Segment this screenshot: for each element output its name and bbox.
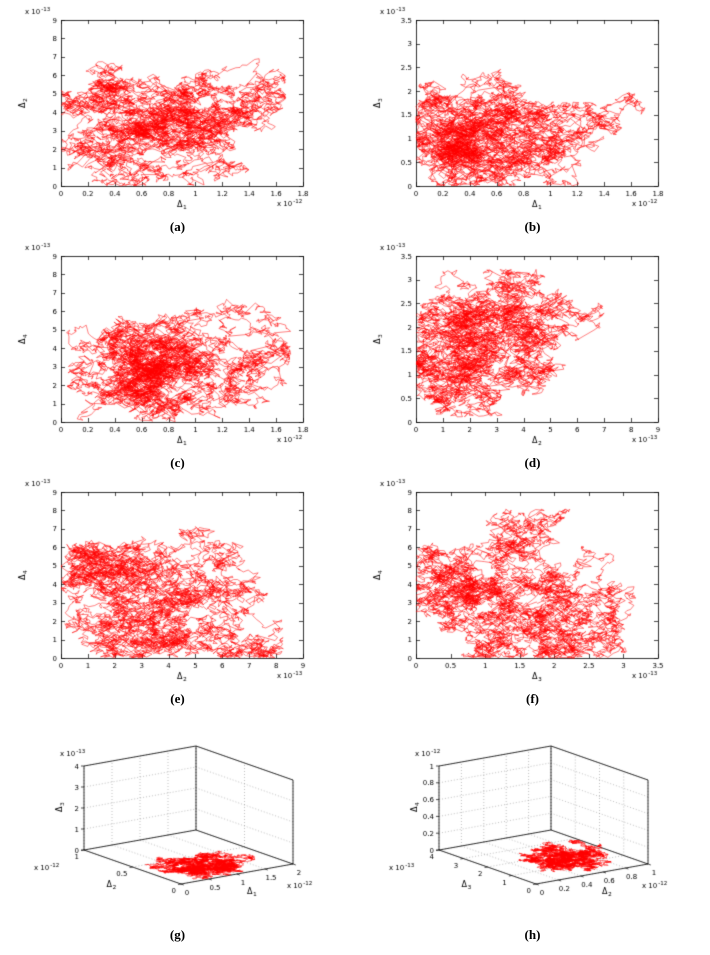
panel-caption-e: (e) [170, 691, 185, 706]
panel-caption-g: (g) [169, 927, 186, 942]
panel-caption-d: (d) [524, 455, 541, 470]
plot-canvas-b [367, 4, 698, 218]
plot-canvas-e [12, 476, 343, 690]
panel-c: (c) [0, 240, 355, 476]
panel-a: (a) [0, 4, 355, 240]
plot-canvas-d [367, 240, 698, 454]
panel-caption-c: (c) [170, 455, 185, 470]
panel-caption-h: (h) [524, 927, 541, 942]
panel-caption-f: (f) [526, 691, 539, 706]
plot-canvas-h [367, 712, 698, 926]
panel-b: (b) [355, 4, 710, 240]
plot-canvas-g [12, 712, 343, 926]
panel-f: (f) [355, 476, 710, 712]
panel-d: (d) [355, 240, 710, 476]
panel-caption-a: (a) [169, 219, 186, 234]
plot-canvas-c [12, 240, 343, 454]
panel-e: (e) [0, 476, 355, 712]
panel-h: (h) [355, 712, 710, 948]
panel-g: (g) [0, 712, 355, 948]
panel-caption-b: (b) [524, 219, 541, 234]
plot-canvas-f [367, 476, 698, 690]
plot-canvas-a [12, 4, 343, 218]
